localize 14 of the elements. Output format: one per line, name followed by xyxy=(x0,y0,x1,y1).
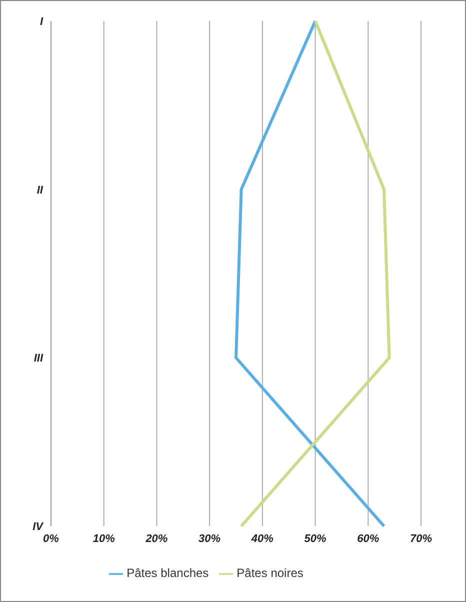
x-tick-label: 10% xyxy=(92,532,116,545)
x-tick-label: 30% xyxy=(198,532,221,545)
legend-label: Pâtes blanches xyxy=(126,566,209,580)
y-tick-label: I xyxy=(40,16,44,28)
x-tick-label: 0% xyxy=(43,532,60,545)
legend-label: Pâtes noires xyxy=(236,566,304,580)
x-tick-label: 40% xyxy=(250,532,274,545)
y-tick-label: II xyxy=(36,184,44,196)
x-tick-label: 60% xyxy=(357,532,380,545)
y-tick-label: IV xyxy=(32,521,45,534)
x-tick-label: 20% xyxy=(144,532,168,545)
x-tick-label: 50% xyxy=(304,532,327,545)
y-tick-label: III xyxy=(34,352,44,365)
x-tick-label: 70% xyxy=(410,532,432,545)
